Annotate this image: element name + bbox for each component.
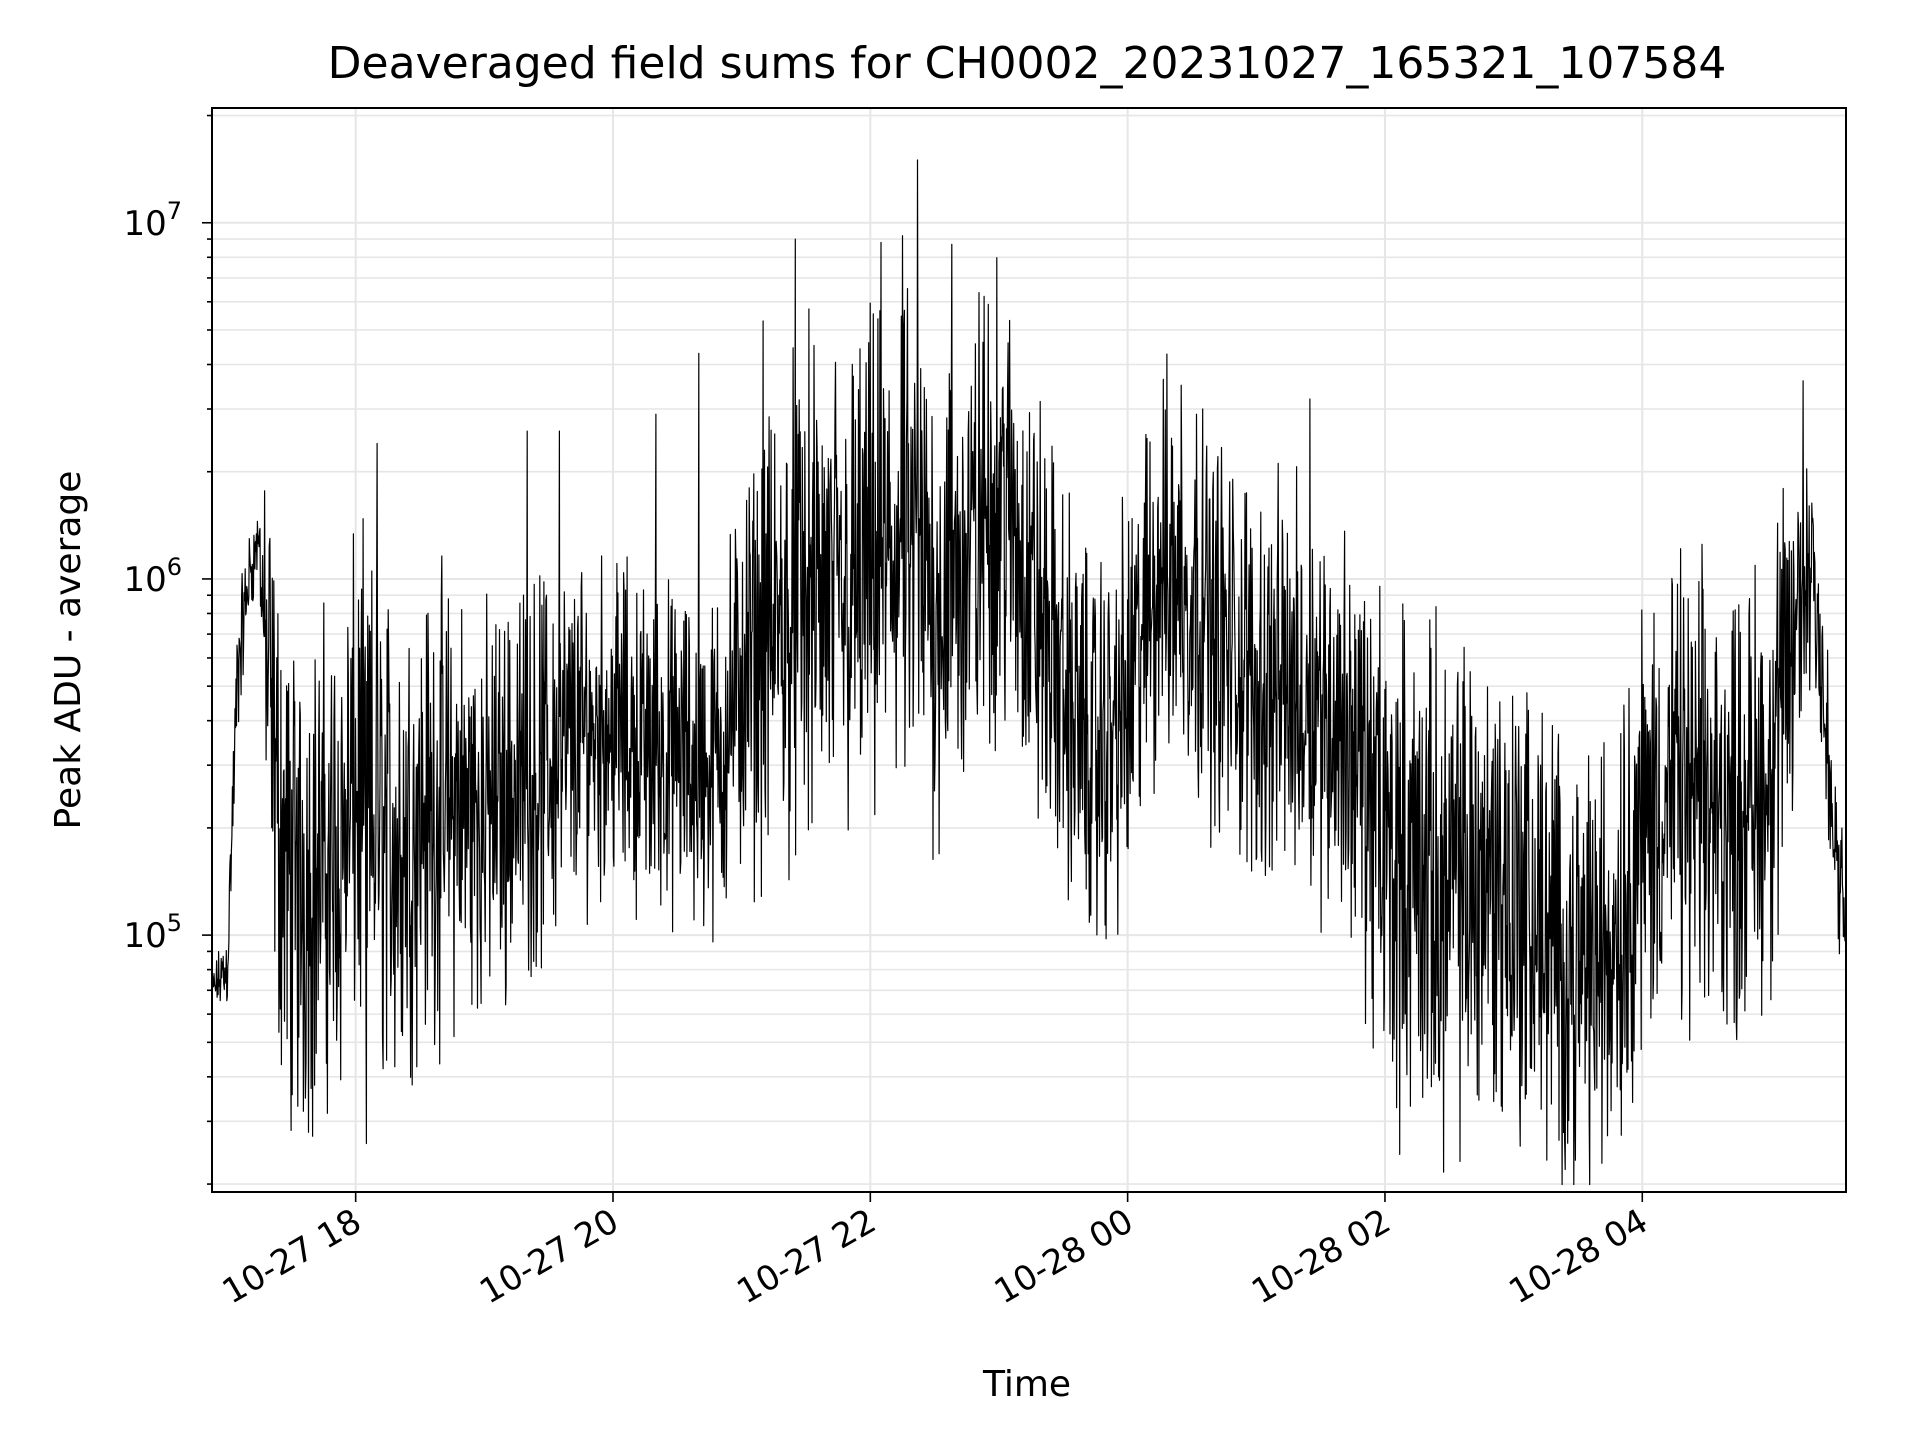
y-tick-label-base: 10 — [123, 560, 166, 600]
y-tick-label-base: 10 — [123, 204, 166, 244]
y-tick-label-base: 10 — [123, 916, 166, 956]
y-tick-label-exponent: 7 — [167, 197, 182, 225]
plot-frame — [211, 107, 1847, 1193]
plot-area — [211, 159, 1847, 1186]
series-line — [211, 159, 1847, 1186]
y-tick-label: 107 — [123, 197, 182, 244]
y-tick-label-exponent: 6 — [167, 553, 182, 581]
chart-title: Deaveraged field sums for CH0002_2023102… — [328, 38, 1727, 89]
y-tick-label-exponent: 5 — [167, 909, 182, 937]
y-tick-label: 105 — [123, 909, 182, 956]
y-axis-label: Peak ADU - average — [48, 471, 89, 830]
x-axis-label: Time — [982, 1364, 1071, 1405]
y-tick-label: 106 — [123, 553, 182, 600]
